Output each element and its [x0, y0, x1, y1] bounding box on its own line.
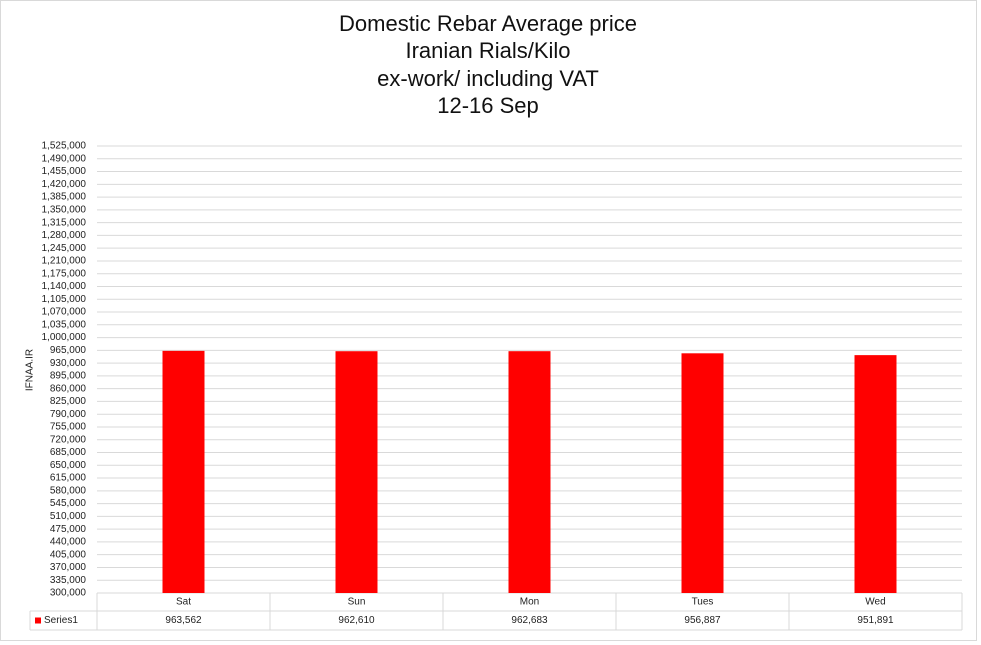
y-tick-label: 1,350,000	[42, 204, 87, 215]
y-tick-label: 650,000	[50, 460, 87, 471]
y-tick-label: 825,000	[50, 396, 87, 407]
y-tick-label: 1,140,000	[42, 281, 87, 292]
y-tick-label: 1,455,000	[42, 166, 87, 177]
y-tick-label: 720,000	[50, 434, 87, 445]
data-table-value: 963,562	[165, 615, 202, 626]
y-tick-label: 895,000	[50, 371, 87, 382]
data-table-value: 951,891	[857, 615, 894, 626]
data-table-value: 962,610	[338, 615, 375, 626]
y-tick-label: 1,245,000	[42, 243, 87, 254]
chart-title: 12-16 Sep	[437, 93, 539, 118]
y-tick-label: 1,525,000	[42, 141, 87, 152]
bar	[335, 351, 378, 593]
y-tick-label: 930,000	[50, 358, 87, 369]
y-tick-label: 1,420,000	[42, 179, 87, 190]
y-tick-label: 860,000	[50, 383, 87, 394]
y-tick-label: 440,000	[50, 537, 87, 548]
legend-key	[35, 617, 41, 624]
chart-title: Iranian Rials/Kilo	[405, 38, 570, 63]
y-tick-label: 545,000	[50, 498, 87, 509]
x-tick-label: Sun	[348, 597, 366, 608]
y-tick-label: 965,000	[50, 345, 87, 356]
data-table-value: 956,887	[684, 615, 721, 626]
legend-label: Series1	[44, 615, 78, 626]
y-tick-label: 755,000	[50, 422, 87, 433]
y-tick-label: 1,280,000	[42, 230, 87, 241]
y-tick-label: 1,490,000	[42, 153, 87, 164]
bar	[681, 353, 724, 593]
y-tick-label: 370,000	[50, 562, 87, 573]
bar	[854, 355, 897, 593]
y-tick-label: 300,000	[50, 588, 87, 599]
x-tick-label: Wed	[865, 597, 885, 608]
y-tick-label: 615,000	[50, 473, 87, 484]
x-tick-label: Sat	[176, 597, 191, 608]
y-tick-label: 475,000	[50, 524, 87, 535]
data-table-value: 962,683	[511, 615, 548, 626]
y-tick-label: 405,000	[50, 549, 87, 560]
y-tick-label: 335,000	[50, 575, 87, 586]
y-tick-label: 1,070,000	[42, 307, 87, 318]
y-tick-label: 1,175,000	[42, 268, 87, 279]
y-tick-label: 1,210,000	[42, 256, 87, 267]
chart-title: Domestic Rebar Average price	[339, 11, 637, 36]
y-tick-label: 790,000	[50, 409, 87, 420]
x-tick-label: Mon	[520, 597, 539, 608]
y-tick-label: 1,000,000	[42, 332, 87, 343]
chart-title: ex-work/ including VAT	[377, 66, 599, 91]
y-axis-title: IFNAA.IR	[25, 349, 36, 391]
y-tick-label: 1,385,000	[42, 192, 87, 203]
bar	[508, 351, 551, 593]
y-tick-label: 685,000	[50, 447, 87, 458]
y-tick-label: 1,315,000	[42, 217, 87, 228]
y-tick-label: 1,105,000	[42, 294, 87, 305]
bar	[162, 350, 205, 593]
y-tick-label: 580,000	[50, 485, 87, 496]
x-tick-label: Tues	[692, 597, 714, 608]
y-tick-label: 510,000	[50, 511, 87, 522]
y-tick-label: 1,035,000	[42, 319, 87, 330]
